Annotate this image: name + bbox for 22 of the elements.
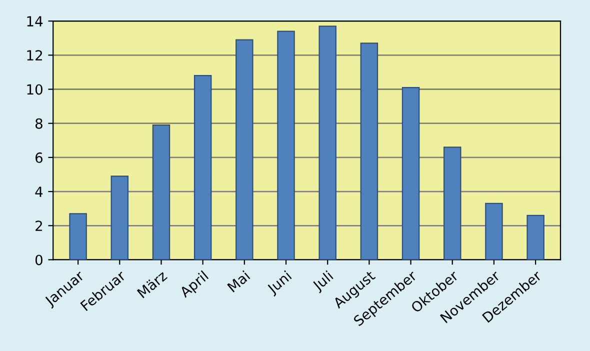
bar [402,86,420,260]
bar [277,30,295,260]
bar [360,42,378,260]
y-tick-label: 10 [27,84,42,95]
y-tick-label: 0 [35,254,42,266]
bar [152,124,170,260]
y-tick-label: 4 [35,186,43,197]
bar [526,214,544,260]
bar [236,39,254,260]
bar [485,202,503,260]
y-tick-label: 8 [35,118,42,129]
x-tick-label: Juli [311,270,336,294]
y-tick-label: 6 [36,152,43,163]
bar [443,146,462,260]
y-tick-label: 2 [36,220,42,231]
bar [110,176,129,260]
y-tick-label: 12 [27,50,42,60]
x-tick-label: Mai [226,270,250,292]
bar [318,26,336,260]
bar [69,213,87,260]
bar [194,75,212,260]
y-tick-label: 14 [27,16,43,26]
